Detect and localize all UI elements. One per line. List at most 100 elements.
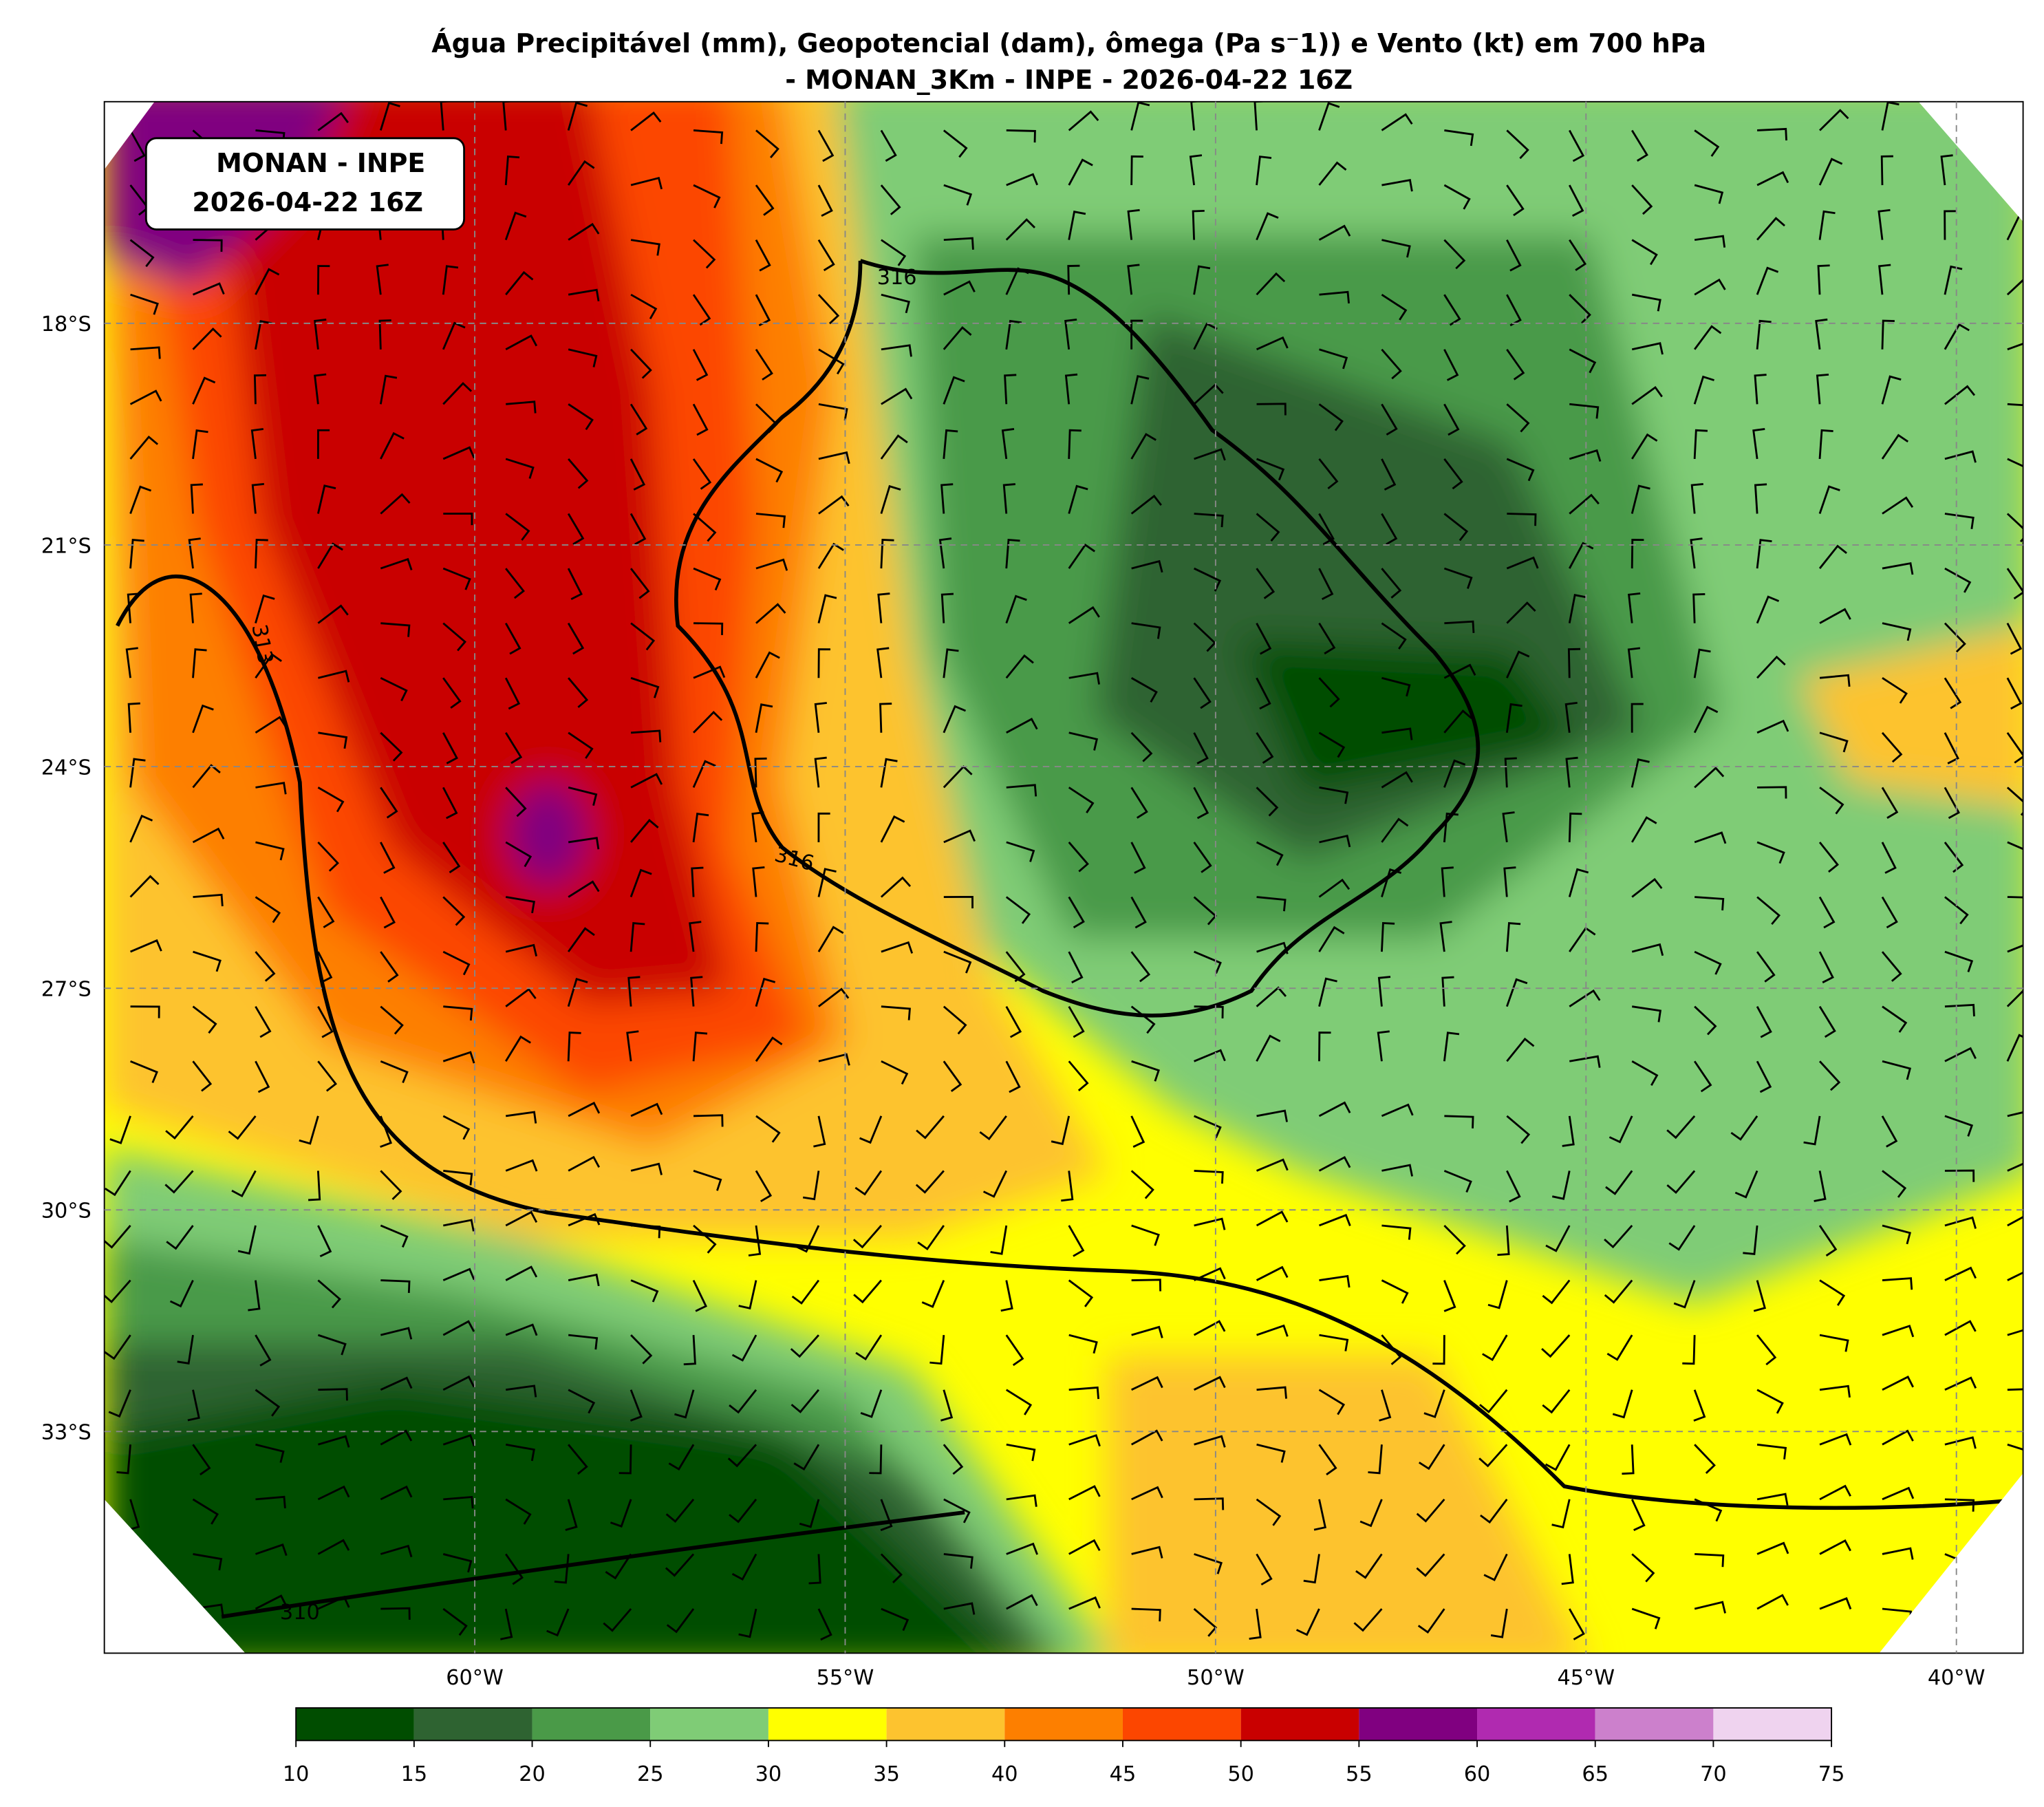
wind-barb — [505, 334, 538, 351]
colorbar-bin — [1004, 1708, 1123, 1741]
wind-barb — [1443, 709, 1473, 734]
wind-barb — [1756, 595, 1780, 624]
wind-barb — [1256, 732, 1274, 764]
wind-barb — [1256, 1553, 1273, 1586]
wind-barb — [693, 239, 716, 269]
wind-barb — [380, 622, 411, 637]
wind-barb — [255, 594, 275, 624]
wind-barb — [693, 184, 721, 208]
wind-barb — [1000, 1280, 1013, 1312]
wind-barb — [1130, 101, 1150, 131]
wind-barb — [1944, 1216, 1977, 1229]
wind-barb — [1318, 102, 1340, 131]
wind-barb — [1068, 731, 1099, 751]
wind-barb — [1416, 1498, 1445, 1523]
wind-barb — [2007, 1271, 2023, 1281]
wind-barb — [1882, 1325, 1915, 1338]
wind-barb — [1631, 293, 1661, 312]
wind-barb — [255, 782, 287, 795]
wind-barb — [565, 1499, 578, 1531]
wind-barb — [755, 129, 779, 159]
wind-barb — [505, 1265, 538, 1281]
wind-barb — [1569, 493, 1600, 515]
wind-barb — [104, 1334, 131, 1360]
wind-barb — [1130, 676, 1158, 703]
wind-barb — [2007, 458, 2023, 468]
wind-barb — [1818, 896, 1836, 929]
wind-barb — [568, 403, 594, 431]
wind-barb — [1569, 403, 1600, 419]
x-tick-label: 50°W — [1187, 1666, 1245, 1690]
wind-barb — [192, 764, 221, 789]
wind-barb — [2007, 1215, 2023, 1227]
wind-barb — [729, 1389, 757, 1414]
wind-barb — [1567, 648, 1581, 678]
wind-barb — [443, 1495, 474, 1509]
wind-barb — [1695, 896, 1725, 911]
wind-barb — [943, 376, 965, 405]
wind-barb — [1694, 831, 1727, 844]
wind-barb — [1443, 294, 1461, 326]
wind-barb — [692, 458, 712, 490]
wind-barb — [1318, 1101, 1351, 1118]
wind-barb — [630, 458, 646, 491]
y-tick-label: 24°S — [41, 756, 92, 780]
wind-barb — [1313, 1499, 1327, 1531]
wind-barb — [1753, 1280, 1767, 1312]
wind-barb — [1818, 951, 1834, 984]
wind-barb — [1609, 1115, 1633, 1144]
wind-barb — [979, 1115, 1007, 1141]
wind-barb — [881, 344, 912, 357]
wind-barb — [1882, 1005, 1908, 1033]
wind-barb — [248, 1280, 261, 1312]
wind-barb — [630, 513, 647, 546]
wind-barb — [2007, 343, 2023, 351]
wind-barb — [1130, 494, 1162, 515]
wind-barb — [1944, 622, 1966, 653]
colorbar-tick-label: 45 — [1110, 1762, 1137, 1786]
wind-barb — [817, 812, 830, 842]
wind-barb — [2006, 990, 2023, 1007]
wind-barb — [192, 327, 222, 350]
wind-barb — [1319, 290, 1350, 304]
wind-barb — [442, 1607, 468, 1636]
wind-barb — [881, 239, 907, 266]
wind-barb — [693, 567, 722, 591]
wind-barb — [192, 827, 225, 844]
wind-barb — [755, 184, 775, 216]
wind-barb — [1694, 278, 1726, 296]
wind-barb — [1944, 787, 1960, 820]
wind-barb — [1944, 732, 1959, 764]
y-tick-label: 21°S — [41, 534, 92, 558]
wind-barb — [1319, 834, 1351, 848]
wind-barb — [1816, 373, 1829, 405]
wind-barb — [1194, 1115, 1222, 1139]
wind-barb — [727, 1444, 757, 1468]
wind-barb — [1565, 756, 1578, 788]
wind-barb — [1882, 622, 1912, 641]
wind-barb — [876, 647, 890, 678]
wind-barb — [755, 703, 773, 734]
wind-barb — [2006, 787, 2023, 816]
wind-barb — [795, 1225, 820, 1253]
wind-barb — [1319, 348, 1348, 370]
wind-barb — [228, 1115, 257, 1140]
wind-barb — [1194, 1267, 1226, 1281]
wind-barb — [442, 732, 458, 764]
wind-barb — [192, 704, 214, 734]
wind-barb — [317, 1279, 341, 1309]
wind-barb — [1443, 184, 1471, 210]
wind-barb — [1068, 896, 1085, 929]
wind-barb — [1130, 896, 1147, 929]
wind-barb — [317, 1060, 337, 1092]
wind-barb — [1005, 896, 1031, 924]
wind-barb — [1130, 842, 1146, 874]
wind-barb — [1944, 323, 1970, 350]
wind-barb — [443, 1169, 473, 1186]
wind-barb — [854, 1170, 883, 1196]
wind-barb — [169, 1279, 194, 1308]
wind-barb — [1817, 264, 1830, 295]
wind-barb — [380, 896, 396, 929]
wind-barb — [1256, 622, 1272, 655]
wind-barb — [1295, 1608, 1320, 1636]
